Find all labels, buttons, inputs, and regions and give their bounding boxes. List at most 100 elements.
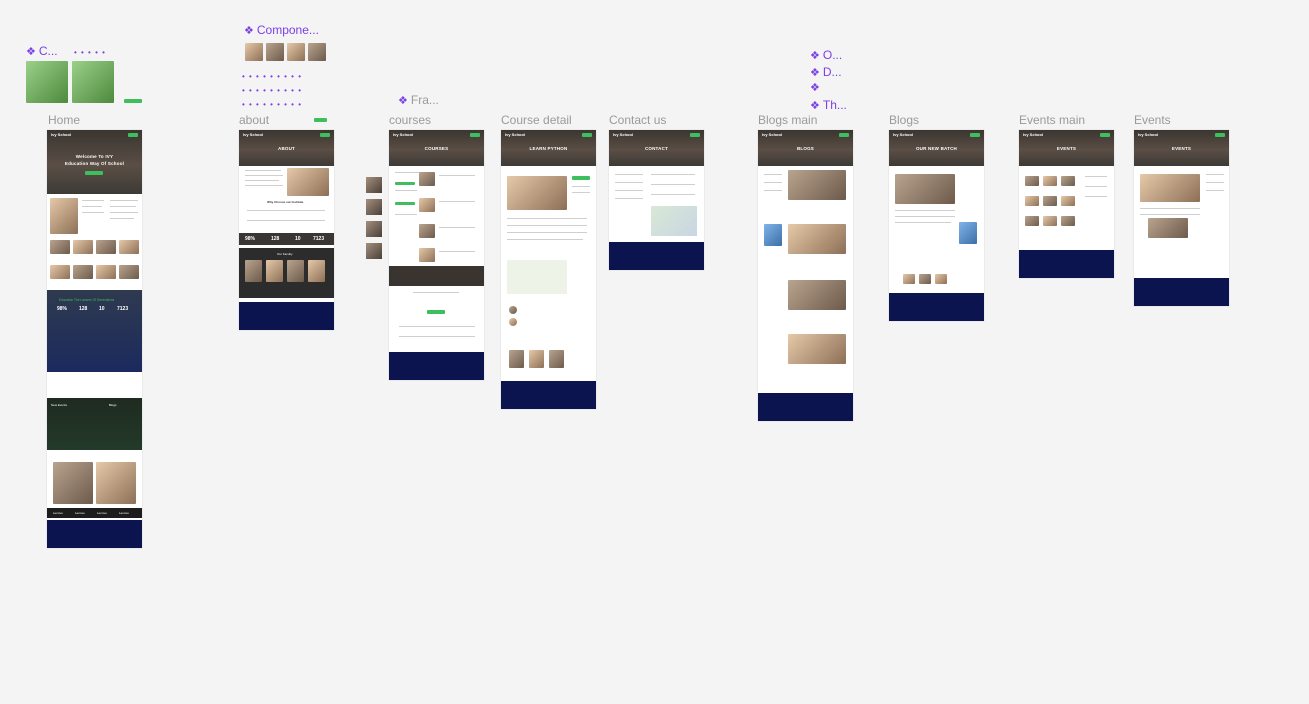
stats-band: Education The Lancers Of Generations 98%… [47,290,142,372]
frame-label-about[interactable]: about [239,113,270,127]
component-avatar[interactable] [287,43,305,61]
component-instance-dots: • • • • • • • • • [242,100,302,109]
frame-label-course-detail[interactable]: Course detail [501,113,572,127]
blogs-title: Blogs [109,403,117,407]
logo: Ivy School [51,132,72,137]
nav-button [970,132,980,137]
component-side-thumb[interactable] [366,177,382,193]
component-image-grid[interactable] [72,61,114,103]
logo: Ivy School [243,132,264,137]
event-image [1140,174,1200,202]
component-icon: ❖ [810,82,820,94]
component-avatar[interactable] [266,43,284,61]
component-d-label[interactable]: ❖ D... [810,65,842,79]
hero-banner: Ivy School LEARN PYTHON [501,130,596,166]
hero-banner: Ivy School COURSES [389,130,484,166]
component-side-thumb[interactable] [366,199,382,215]
partners-band: Lenovo Lenovo Lenovo Lenovo [47,508,142,518]
partner-logo: Lenovo [53,511,63,515]
component-image-grid[interactable] [26,61,68,103]
component-avatar[interactable] [308,43,326,61]
component-blank-label[interactable]: ❖ [810,81,820,94]
hero-title: LEARN PYTHON [529,146,568,151]
frame-label-blogs[interactable]: Blogs [889,113,920,127]
hero-title-2: Education Way Of School [64,161,125,166]
partner-logo: Lenovo [119,511,129,515]
footer [47,520,142,548]
stat-value: 7123 [117,306,129,312]
frame-label-blogs-main[interactable]: Blogs main [758,113,818,127]
frame-label-events[interactable]: Events [1134,113,1171,127]
partner-logo: Lenovo [97,511,107,515]
frame-courses[interactable]: Ivy School COURSES [389,130,484,380]
footer [758,393,853,421]
stat-value: 10 [295,236,301,242]
component-th-label[interactable]: ❖ Th... [810,98,847,112]
component-button[interactable] [314,118,327,122]
frame-events-main[interactable]: Ivy School EVENTS [1019,130,1114,278]
component-side-thumb[interactable] [366,243,382,259]
stat-value: 7123 [313,236,325,242]
component-fra-label[interactable]: ❖ Fra... [398,93,439,107]
component-side-thumb[interactable] [366,221,382,237]
frame-home[interactable]: Ivy School Welcome To IVY Education Way … [47,130,142,548]
stat-value: 10 [99,306,105,312]
frame-blogs[interactable]: Ivy School OUR NEW BATCH [889,130,984,321]
logo: Ivy School [393,132,414,137]
component-o-label[interactable]: ❖ O... [810,48,843,62]
hero-title: ABOUT [278,146,295,151]
hero-title: BLOGS [796,146,814,151]
stat-value: 128 [271,236,280,242]
why-title: Why Choose our Institute [267,200,304,204]
hero-banner: Ivy School EVENTS [1019,130,1114,166]
events-band: New Events Blogs [47,398,142,450]
component-icon: ❖ [26,45,36,58]
logo: Ivy School [762,132,783,137]
map[interactable] [651,206,697,236]
faculty-title: Our Faculty [277,252,293,256]
nav-button [470,132,480,137]
hero-title: EVENTS [1171,146,1192,151]
component-components-label[interactable]: ❖ Compone... [244,23,319,37]
frame-blogs-main[interactable]: Ivy School BLOGS [758,130,853,421]
footer [501,381,596,409]
hero-banner: Ivy School BLOGS [758,130,853,166]
component-button[interactable] [124,99,142,103]
frame-label-home[interactable]: Home [48,113,81,127]
intro-image [50,198,78,234]
component-instance-dots: • • • • • • • • • [242,72,302,81]
logo: Ivy School [893,132,914,137]
frame-contact[interactable]: Ivy School CONTACT [609,130,704,270]
component-avatar[interactable] [245,43,263,61]
component-instance-dots: • • • • • [74,48,106,57]
nav-button [320,132,330,137]
component-icon: ❖ [810,66,820,79]
frame-label-courses[interactable]: courses [389,113,432,127]
component-icon: ❖ [810,99,820,112]
blog-image [895,174,955,204]
footer [389,352,484,380]
frame-label-events-main[interactable]: Events main [1019,113,1086,127]
nav-button [1100,132,1110,137]
features-band [389,266,484,286]
component-icon: ❖ [244,24,254,37]
component-instance-dots: • • • • • • • • • [242,86,302,95]
nav-button [839,132,849,137]
hero-banner: Ivy School CONTACT [609,130,704,166]
nav-button [1215,132,1225,137]
frame-course-detail[interactable]: Ivy School LEARN PYTHON [501,130,596,409]
nav-button [128,132,138,137]
hero-banner: Ivy School ABOUT [239,130,334,166]
frame-label-contact[interactable]: Contact us [609,113,667,127]
frame-about[interactable]: Ivy School ABOUT Why Choose our Institut… [239,130,334,330]
course-image [507,176,567,210]
footer [889,293,984,321]
hero-banner: Ivy School EVENTS [1134,130,1229,166]
component-icon: ❖ [398,94,408,107]
frame-events[interactable]: Ivy School EVENTS [1134,130,1229,306]
component-c-label[interactable]: ❖ C... [26,44,58,58]
hero-title-1: Welcome To IVY [75,154,114,159]
hero-title: COURSES [424,146,449,151]
stat-value: 98% [245,236,256,242]
hero-banner: Ivy School Welcome To IVY Education Way … [47,130,142,194]
